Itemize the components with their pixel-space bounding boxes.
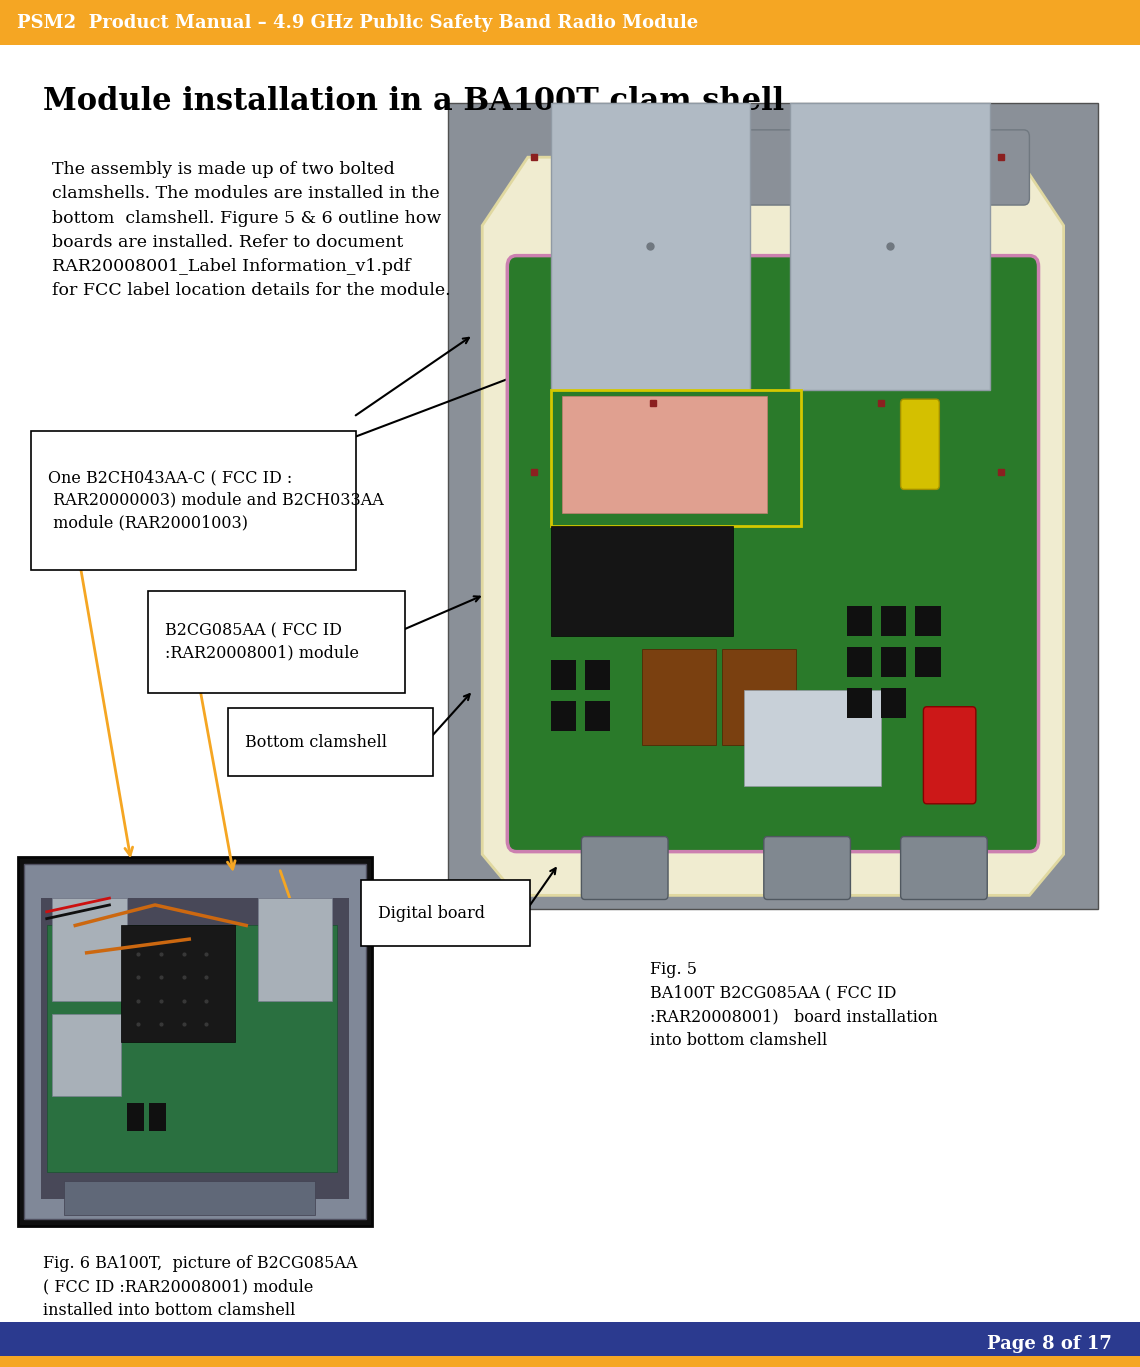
Text: Module installation in a BA100T clam shell: Module installation in a BA100T clam she… bbox=[43, 86, 784, 118]
FancyBboxPatch shape bbox=[921, 130, 1029, 205]
FancyBboxPatch shape bbox=[0, 1322, 1140, 1367]
FancyBboxPatch shape bbox=[24, 864, 366, 1219]
FancyBboxPatch shape bbox=[585, 660, 610, 690]
FancyBboxPatch shape bbox=[847, 606, 872, 636]
FancyBboxPatch shape bbox=[18, 857, 372, 1226]
FancyBboxPatch shape bbox=[551, 660, 576, 690]
FancyBboxPatch shape bbox=[551, 390, 801, 526]
FancyBboxPatch shape bbox=[764, 837, 850, 899]
FancyBboxPatch shape bbox=[790, 103, 990, 390]
FancyBboxPatch shape bbox=[556, 130, 665, 205]
FancyBboxPatch shape bbox=[448, 103, 1098, 909]
FancyBboxPatch shape bbox=[47, 925, 337, 1172]
Polygon shape bbox=[482, 157, 1064, 895]
FancyBboxPatch shape bbox=[64, 1181, 315, 1215]
FancyBboxPatch shape bbox=[121, 925, 235, 1042]
Text: Bottom clamshell: Bottom clamshell bbox=[245, 734, 388, 750]
FancyBboxPatch shape bbox=[881, 647, 906, 677]
FancyBboxPatch shape bbox=[127, 1103, 144, 1131]
FancyBboxPatch shape bbox=[901, 837, 987, 899]
Text: PSM2  Product Manual – 4.9 GHz Public Safety Band Radio Module: PSM2 Product Manual – 4.9 GHz Public Saf… bbox=[17, 14, 699, 31]
Text: Fig. 6 BA100T,  picture of B2CG085AA
( FCC ID :RAR20008001) module
installed int: Fig. 6 BA100T, picture of B2CG085AA ( FC… bbox=[43, 1255, 358, 1319]
FancyBboxPatch shape bbox=[881, 688, 906, 718]
FancyBboxPatch shape bbox=[642, 649, 716, 745]
FancyBboxPatch shape bbox=[551, 526, 733, 636]
FancyBboxPatch shape bbox=[361, 880, 530, 946]
FancyBboxPatch shape bbox=[31, 431, 356, 570]
FancyBboxPatch shape bbox=[41, 898, 349, 1199]
FancyBboxPatch shape bbox=[0, 0, 1140, 45]
FancyBboxPatch shape bbox=[52, 898, 127, 1001]
FancyBboxPatch shape bbox=[551, 103, 750, 390]
FancyBboxPatch shape bbox=[744, 690, 881, 786]
FancyBboxPatch shape bbox=[551, 701, 576, 731]
FancyBboxPatch shape bbox=[881, 606, 906, 636]
FancyBboxPatch shape bbox=[901, 399, 939, 489]
FancyBboxPatch shape bbox=[0, 1356, 1140, 1367]
FancyBboxPatch shape bbox=[581, 837, 668, 899]
Text: The assembly is made up of two bolted
clamshells. The modules are installed in t: The assembly is made up of two bolted cl… bbox=[52, 161, 451, 299]
FancyBboxPatch shape bbox=[915, 606, 940, 636]
Text: B2CG085AA ( FCC ID
:RAR20008001) module: B2CG085AA ( FCC ID :RAR20008001) module bbox=[165, 622, 359, 662]
FancyBboxPatch shape bbox=[722, 649, 796, 745]
Text: Fig. 5
BA100T B2CG085AA ( FCC ID
:RAR20008001)   board installation
into bottom : Fig. 5 BA100T B2CG085AA ( FCC ID :RAR200… bbox=[650, 961, 938, 1048]
FancyBboxPatch shape bbox=[739, 130, 847, 205]
FancyBboxPatch shape bbox=[148, 591, 405, 693]
FancyBboxPatch shape bbox=[507, 256, 1039, 852]
FancyBboxPatch shape bbox=[847, 647, 872, 677]
FancyBboxPatch shape bbox=[258, 898, 332, 1001]
FancyBboxPatch shape bbox=[847, 688, 872, 718]
FancyBboxPatch shape bbox=[528, 417, 1018, 827]
FancyBboxPatch shape bbox=[149, 1103, 166, 1131]
FancyBboxPatch shape bbox=[562, 396, 767, 513]
FancyBboxPatch shape bbox=[923, 707, 976, 804]
Text: Digital board: Digital board bbox=[378, 905, 486, 921]
Text: One B2CH043AA-C ( FCC ID :
 RAR20000003) module and B2CH033AA
 module (RAR200010: One B2CH043AA-C ( FCC ID : RAR20000003) … bbox=[48, 469, 384, 532]
FancyBboxPatch shape bbox=[585, 701, 610, 731]
FancyBboxPatch shape bbox=[52, 1014, 121, 1096]
FancyBboxPatch shape bbox=[228, 708, 433, 776]
FancyBboxPatch shape bbox=[915, 647, 940, 677]
Text: Page 8 of 17: Page 8 of 17 bbox=[986, 1336, 1112, 1353]
